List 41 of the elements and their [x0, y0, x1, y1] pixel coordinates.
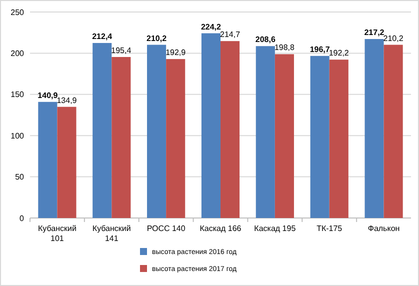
bar	[364, 39, 384, 218]
bar	[147, 44, 166, 218]
data-label: 192,9	[166, 48, 186, 58]
x-tick-label: Кубанский 141	[92, 224, 131, 243]
y-tick-label: 0	[20, 214, 25, 223]
data-label: 198,8	[274, 43, 296, 52]
data-label: 196,7	[310, 44, 330, 54]
bar	[201, 33, 220, 218]
x-tick-label: Каскад 166	[200, 224, 242, 233]
data-label: 140,9	[38, 90, 58, 100]
bar	[92, 42, 112, 218]
y-tick-label: 50	[15, 172, 25, 182]
data-label: 192,2	[328, 48, 350, 58]
x-tick-label: Фалькон	[368, 224, 400, 233]
x-tick-label: Кубанский 101	[38, 224, 76, 243]
y-tick-label: 200	[10, 49, 25, 58]
y-tick-label: 150	[10, 90, 25, 100]
data-label: 210,2	[146, 34, 168, 43]
data-label: 214,7	[220, 30, 241, 40]
data-label: 224,2	[200, 22, 222, 32]
bar	[57, 106, 76, 218]
data-label: 210,2	[383, 34, 404, 43]
x-tick-label: РОСС 140	[146, 224, 186, 233]
y-tick-label: 100	[10, 131, 25, 140]
data-label: 212,4	[92, 32, 113, 41]
bar	[38, 102, 58, 218]
bar	[220, 41, 240, 218]
bar	[310, 56, 330, 218]
data-label: 208,6	[255, 35, 276, 44]
bar	[112, 56, 131, 218]
bar	[256, 46, 275, 218]
y-tick-label: 250	[10, 8, 25, 17]
data-label: 217,2	[364, 28, 385, 38]
data-label: 195,4	[111, 46, 132, 55]
bar	[274, 54, 294, 218]
bar	[166, 59, 186, 218]
bar	[329, 60, 348, 218]
x-tick-label: ТК-175	[316, 224, 343, 233]
bar	[384, 44, 403, 218]
data-label: 134,9	[56, 96, 78, 105]
x-tick-label: Каскад 195	[254, 224, 296, 233]
